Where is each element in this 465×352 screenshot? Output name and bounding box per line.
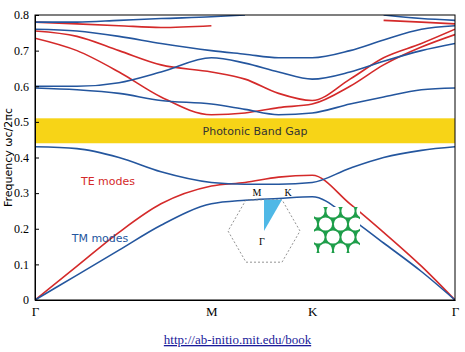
lattice-hole: [334, 243, 347, 253]
lattice-hole: [319, 243, 332, 253]
y-tick-mark: [35, 158, 39, 159]
series-label: TM modes: [71, 232, 129, 245]
irreducible-zone: [264, 200, 282, 231]
inset-label: M: [253, 187, 262, 198]
lattice-hole: [341, 207, 354, 218]
plot-area: [35, 15, 455, 300]
lattice-hole: [314, 230, 325, 243]
y-tick-label: 0.8: [14, 8, 29, 22]
y-tick: 0.6: [14, 80, 39, 94]
y-tick-label: 0.2: [14, 222, 29, 236]
x-tick: Γ: [452, 300, 460, 319]
y-tick-label: 0.6: [14, 80, 29, 94]
x-tick: M: [206, 300, 218, 319]
x-axis-line: [36, 300, 456, 301]
x-tick: Γ: [32, 300, 40, 319]
y-tick-mark: [35, 122, 39, 123]
y-tick-mark: [35, 264, 39, 265]
y-tick: 0.1: [14, 258, 39, 272]
y-tick: 0.3: [14, 186, 39, 200]
y-tick: 0.4: [14, 151, 39, 165]
x-tick-label: Γ: [452, 304, 460, 319]
y-tick-label: 0.3: [14, 186, 29, 200]
lattice-hole: [314, 217, 317, 230]
plot-frame: [35, 15, 455, 300]
y-axis-title: Frequency ωc/2πc: [2, 108, 15, 207]
lattice-hole: [349, 243, 360, 253]
y-axis: 0 0.1 0.2 0.3 0.4 0.5 0.6 0.7 0.8: [14, 8, 39, 307]
lattice-hole: [326, 207, 339, 218]
x-tick-label: K: [308, 304, 318, 319]
lattice-hole: [349, 217, 360, 230]
lattice-hole: [314, 207, 325, 218]
lattice-hole: [326, 230, 339, 243]
lattice-hole: [356, 230, 360, 243]
inset-label: Γ: [259, 236, 265, 247]
y-tick-mark: [35, 51, 39, 52]
lattice-hole: [356, 207, 360, 218]
band-gap: [35, 118, 455, 143]
x-tick-label: Γ: [32, 304, 40, 319]
series-label: TE modes: [80, 175, 135, 188]
y-tick-label: 0.5: [14, 115, 29, 129]
y-tick-mark: [35, 86, 39, 87]
y-tick: 0.5: [14, 115, 39, 129]
y-tick: 0.7: [14, 44, 39, 58]
y-tick-label: 0: [23, 293, 29, 307]
source-url: http://ab-initio.mit.edu/book: [164, 332, 312, 347]
y-tick-mark: [35, 193, 39, 194]
x-tick-label: M: [206, 304, 218, 319]
y-tick-label: 0.1: [14, 258, 29, 272]
chart: 0 0.1 0.2 0.3 0.4 0.5 0.6 0.7 0.8 Γ M K Γ Frequency ω…: [0, 0, 465, 352]
y-tick: 0.8: [14, 8, 39, 22]
band-line: [35, 15, 455, 300]
lattice-hole: [319, 217, 332, 230]
y-tick-label: 0.4: [14, 151, 29, 165]
y-tick-mark: [35, 15, 39, 16]
inset-label: K: [284, 187, 292, 198]
lattice: [314, 207, 360, 253]
lattice-hole: [314, 243, 317, 253]
brillouin-zone: [228, 200, 300, 262]
x-tick: K: [308, 300, 318, 319]
band-gap-label: Photonic Band Gap: [203, 125, 308, 138]
y-tick-mark: [35, 229, 39, 230]
lattice-hole: [341, 230, 354, 243]
y-tick-label: 0.7: [14, 44, 29, 58]
y-tick: 0.2: [14, 222, 39, 236]
x-axis: ΓMKΓ: [32, 300, 460, 319]
lattice-hole: [334, 217, 347, 230]
